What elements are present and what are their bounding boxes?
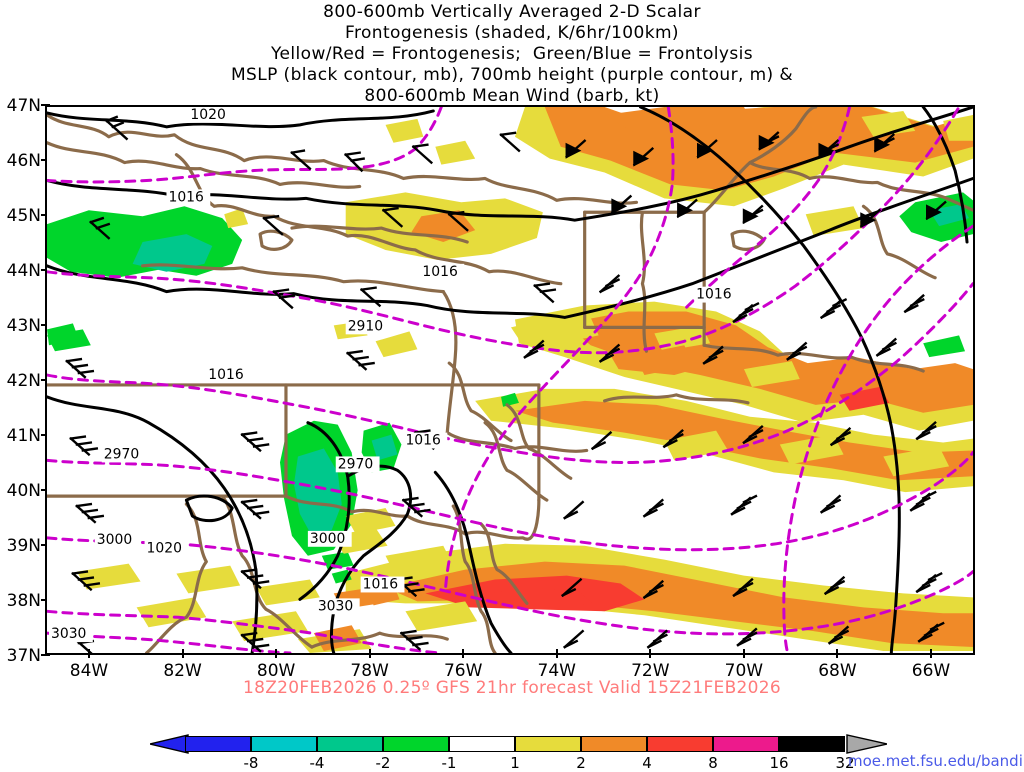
colorbar-segment [647, 736, 713, 752]
colorbar-tick-label: -8 [243, 754, 259, 772]
colorbar-tick-label: 2 [576, 754, 586, 772]
lat-tick-label: 41N [6, 426, 41, 446]
source-url[interactable]: moe.met.fsu.edu/banding [848, 752, 1024, 770]
colorbar-tick-label: 8 [708, 754, 718, 772]
lon-tick-mark [555, 649, 558, 658]
lon-tick-mark [930, 649, 932, 658]
lon-tick-mark [462, 649, 465, 658]
colorbar-left-arrow-icon [150, 734, 189, 754]
chart-title-block: 800-600mb Vertically Averaged 2-D Scalar… [0, 2, 1024, 107]
title-line-2: Frontogenesis (shaded, K/6hr/100km) [345, 23, 679, 43]
svg-text:3030: 3030 [318, 598, 353, 614]
lat-tick-label: 42N [6, 371, 41, 391]
lon-tick-label: 66W [911, 661, 951, 681]
lat-tick-label: 44N [6, 261, 41, 281]
colorbar-tick-label: 16 [769, 754, 789, 772]
svg-text:1016: 1016 [422, 264, 457, 280]
lat-tick-mark [41, 654, 50, 656]
colorbar-tick-label: 4 [642, 754, 652, 772]
lat-tick-label: 40N [6, 481, 41, 501]
map-canvas: 1020 1016 1016 2910 1016 1016 2970 2970 … [47, 107, 973, 653]
height-contours [47, 107, 973, 653]
colorbar-segment [515, 736, 581, 752]
lon-tick-label: 82W [163, 661, 202, 681]
lon-tick-mark [88, 649, 90, 658]
colorbar-segment [779, 736, 845, 752]
longitude-axis: 84W 82W 80W 78W 76W 74W 72W 70W 68W 66W [45, 649, 975, 682]
svg-text:3030: 3030 [51, 626, 86, 642]
lon-tick-label: 80W [256, 661, 296, 681]
colorbar-segment [581, 736, 647, 752]
colorbar-legend: -8 -4 -2 -1 1 2 4 8 16 32 [0, 728, 1024, 772]
colorbar-segment [251, 736, 317, 752]
svg-text:3000: 3000 [310, 531, 345, 547]
svg-text:2910: 2910 [348, 318, 383, 334]
forecast-map-panel[interactable]: 1020 1016 1016 2910 1016 1016 2970 2970 … [45, 105, 975, 655]
contour-labels: 1020 1016 1016 2910 1016 1016 2970 2970 … [48, 107, 739, 642]
title-line-5: 800-600mb Mean Wind (barb, kt) [364, 86, 660, 106]
colorbar-segment [185, 736, 251, 752]
lat-tick-label: 37N [6, 646, 41, 666]
svg-text:1020: 1020 [190, 107, 225, 123]
lon-tick-label: 78W [350, 661, 389, 681]
lon-tick-mark [275, 649, 278, 658]
lat-tick-label: 46N [6, 151, 41, 171]
lat-tick-label: 47N [6, 96, 41, 116]
lon-tick-label: 70W [724, 661, 764, 681]
lon-tick-label: 84W [69, 661, 109, 681]
colorbar-right-arrow-icon [846, 734, 887, 754]
svg-text:2970: 2970 [104, 446, 139, 462]
svg-text:3000: 3000 [97, 532, 132, 548]
lat-tick-label: 43N [6, 316, 41, 336]
latitude-axis: 47N 46N 45N 44N 43N 42N 41N 40N 39N 38N 37N [0, 96, 50, 666]
svg-text:2970: 2970 [338, 456, 373, 472]
wind-barbs [65, 115, 947, 653]
lon-tick-label: 68W [818, 661, 857, 681]
colorbar-tick-label: 1 [510, 754, 520, 772]
lat-tick-label: 38N [6, 591, 41, 611]
lon-tick-mark [836, 649, 839, 658]
svg-text:1016: 1016 [208, 367, 243, 383]
colorbar-tick-label: -1 [441, 754, 457, 772]
lon-tick-label: 76W [443, 661, 483, 681]
title-line-4: MSLP (black contour, mb), 700mb height (… [230, 65, 794, 85]
title-line-3: Yellow/Red = Frontogenesis; Green/Blue =… [271, 44, 753, 64]
lon-tick-mark [368, 649, 371, 658]
forecast-caption: 18Z20FEB2026 0.25º GFS 21hr forecast Val… [242, 678, 782, 698]
title-line-1: 800-600mb Vertically Averaged 2-D Scalar [323, 2, 701, 22]
colorbar-segment [449, 736, 515, 752]
lat-tick-label: 39N [6, 536, 41, 556]
svg-text:1016: 1016 [696, 287, 731, 303]
lon-tick-label: 74W [537, 661, 576, 681]
svg-text:1016: 1016 [168, 189, 203, 205]
colorbar-segment [317, 736, 383, 752]
colorbar-tick-label: -4 [309, 754, 325, 772]
lat-tick-label: 45N [6, 206, 41, 226]
lon-tick-label: 72W [631, 661, 670, 681]
colorbar-segment [383, 736, 449, 752]
lon-tick-mark [649, 649, 652, 658]
colorbar-tick-label: -2 [375, 754, 391, 772]
svg-text:1016: 1016 [363, 576, 398, 592]
colorbar-segment [713, 736, 779, 752]
lon-tick-mark [742, 649, 745, 658]
svg-text:1020: 1020 [147, 541, 182, 557]
lon-tick-mark [181, 649, 184, 658]
svg-text:1016: 1016 [405, 433, 440, 449]
colorbar-scale: -8 -4 -2 -1 1 2 4 8 16 32 [185, 736, 855, 772]
